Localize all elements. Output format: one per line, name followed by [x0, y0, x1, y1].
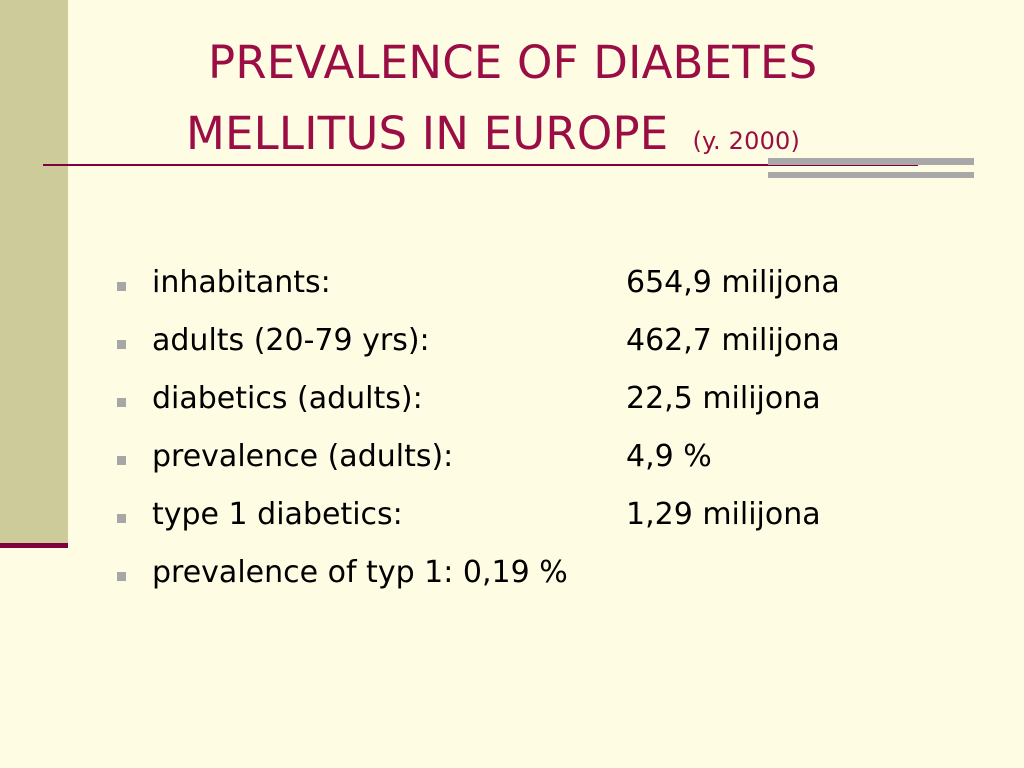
item-label: prevalence of typ 1: 0,19 %	[152, 555, 568, 590]
bullet-list: inhabitants: 654,9 milijona adults (20-7…	[110, 262, 990, 610]
item-value: 1,29 milijona	[626, 497, 821, 532]
title-line-2: MELLITUS IN EUROPE (y. 2000)	[186, 107, 800, 160]
item-value: 4,9 %	[626, 439, 712, 474]
list-item: diabetics (adults): 22,5 milijona	[110, 378, 990, 436]
item-label: inhabitants:	[152, 265, 331, 300]
bullet-icon	[117, 514, 126, 523]
item-label: prevalence (adults):	[152, 439, 454, 474]
bullet-icon	[117, 398, 126, 407]
list-item: prevalence (adults): 4,9 %	[110, 436, 990, 494]
left-decor-bar	[0, 0, 68, 545]
item-value: 462,7 milijona	[626, 323, 840, 358]
list-item: adults (20-79 yrs): 462,7 milijona	[110, 320, 990, 378]
item-label: type 1 diabetics:	[152, 497, 403, 532]
list-item: inhabitants: 654,9 milijona	[110, 262, 990, 320]
item-label: diabetics (adults):	[152, 381, 423, 416]
item-value: 22,5 milijona	[626, 381, 821, 416]
bullet-icon	[117, 340, 126, 349]
list-item: prevalence of typ 1: 0,19 %	[110, 552, 990, 610]
item-label: adults (20-79 yrs):	[152, 323, 430, 358]
bullet-icon	[117, 456, 126, 465]
left-decor-accent	[0, 543, 68, 548]
item-value: 654,9 milijona	[626, 265, 840, 300]
list-item: type 1 diabetics: 1,29 milijona	[110, 494, 990, 552]
title-subtitle: (y. 2000)	[692, 127, 801, 155]
bullet-icon	[117, 572, 126, 581]
title-line-2-text: MELLITUS IN EUROPE	[186, 107, 669, 160]
title-decor-bar-top	[768, 158, 974, 165]
title-decor-bar-bottom	[768, 172, 974, 178]
title-underline	[43, 164, 918, 166]
bullet-icon	[117, 282, 126, 291]
title-line-1: PREVALENCE OF DIABETES	[208, 36, 818, 89]
